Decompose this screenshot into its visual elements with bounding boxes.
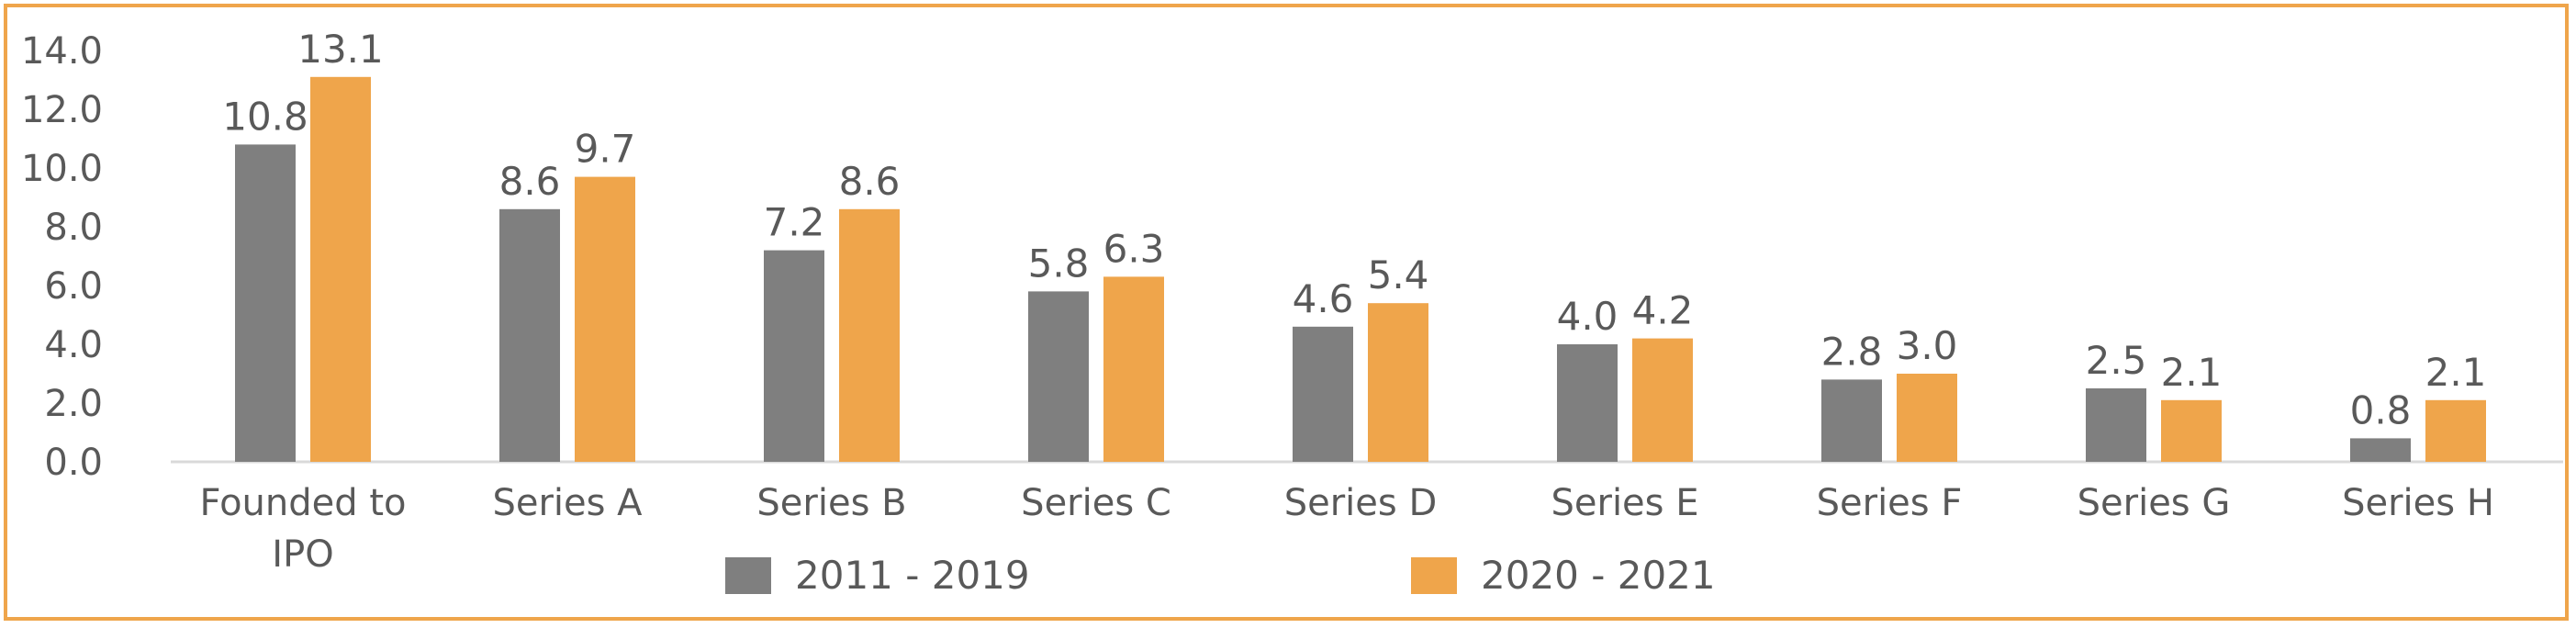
bar-series-1 bbox=[1028, 291, 1089, 462]
bar-series-2 bbox=[2161, 399, 2222, 462]
y-tick-label: 14.0 bbox=[21, 30, 103, 73]
y-tick-label: 0.0 bbox=[44, 442, 103, 484]
bar-series-1 bbox=[1557, 344, 1618, 462]
x-category-label: Series C bbox=[1021, 482, 1171, 524]
data-label: 6.3 bbox=[1103, 226, 1165, 271]
bar-series-2 bbox=[1368, 303, 1428, 462]
data-label: 5.8 bbox=[1028, 241, 1090, 286]
chart-frame bbox=[4, 4, 2569, 621]
data-label: 2.8 bbox=[1821, 329, 1883, 374]
data-label: 4.0 bbox=[1557, 294, 1618, 339]
bar-series-2 bbox=[310, 76, 371, 463]
data-label: 5.4 bbox=[1368, 252, 1429, 297]
data-label: 8.6 bbox=[839, 159, 901, 204]
bar-series-2 bbox=[1103, 276, 1164, 462]
bar-series-1 bbox=[499, 208, 560, 463]
data-label: 2.1 bbox=[2161, 350, 2223, 395]
x-category-label: Series A bbox=[492, 482, 643, 524]
legend-label: 2020 - 2021 bbox=[1481, 553, 1716, 598]
x-category-label: Series F bbox=[1817, 482, 1963, 524]
bar-series-2 bbox=[1897, 374, 1957, 462]
x-category-label: Series E bbox=[1551, 482, 1699, 524]
bar-series-1 bbox=[1821, 379, 1882, 462]
x-category-label: IPO bbox=[272, 533, 333, 576]
bar-series-1 bbox=[764, 250, 824, 462]
x-category-label: Series G bbox=[2078, 482, 2231, 524]
data-label: 7.2 bbox=[764, 200, 825, 245]
data-label: 10.8 bbox=[222, 94, 308, 139]
x-category-label: Series H bbox=[2342, 482, 2494, 524]
legend-swatch bbox=[1411, 557, 1457, 594]
bar-series-2 bbox=[575, 176, 635, 462]
y-tick-label: 6.0 bbox=[44, 265, 103, 308]
x-category-label: Series B bbox=[756, 482, 906, 524]
bar-series-2 bbox=[839, 208, 900, 463]
y-tick-label: 10.0 bbox=[21, 148, 103, 190]
legend-swatch bbox=[725, 557, 771, 594]
data-label: 13.1 bbox=[297, 27, 384, 72]
bar-series-1 bbox=[2086, 388, 2146, 462]
data-label: 3.0 bbox=[1897, 323, 1958, 368]
bar-series-1 bbox=[235, 144, 296, 462]
x-category-label: Series D bbox=[1284, 482, 1438, 524]
y-tick-label: 12.0 bbox=[21, 89, 103, 131]
data-label: 0.8 bbox=[2350, 387, 2412, 432]
y-tick-label: 4.0 bbox=[44, 324, 103, 366]
data-label: 8.6 bbox=[499, 159, 561, 204]
x-category-label: Founded to bbox=[199, 482, 406, 524]
y-tick-label: 8.0 bbox=[44, 207, 103, 249]
data-label: 2.1 bbox=[2425, 350, 2487, 395]
bar-series-2 bbox=[2425, 399, 2486, 462]
bar-series-2 bbox=[1632, 338, 1693, 462]
bar-series-1 bbox=[2350, 438, 2411, 462]
y-tick-label: 2.0 bbox=[44, 383, 103, 425]
data-label: 9.7 bbox=[575, 127, 636, 172]
legend-label: 2011 - 2019 bbox=[795, 553, 1030, 598]
data-label: 4.2 bbox=[1632, 288, 1694, 333]
data-label: 2.5 bbox=[2086, 338, 2147, 383]
data-label: 4.6 bbox=[1293, 276, 1354, 321]
bar-series-1 bbox=[1293, 326, 1353, 462]
